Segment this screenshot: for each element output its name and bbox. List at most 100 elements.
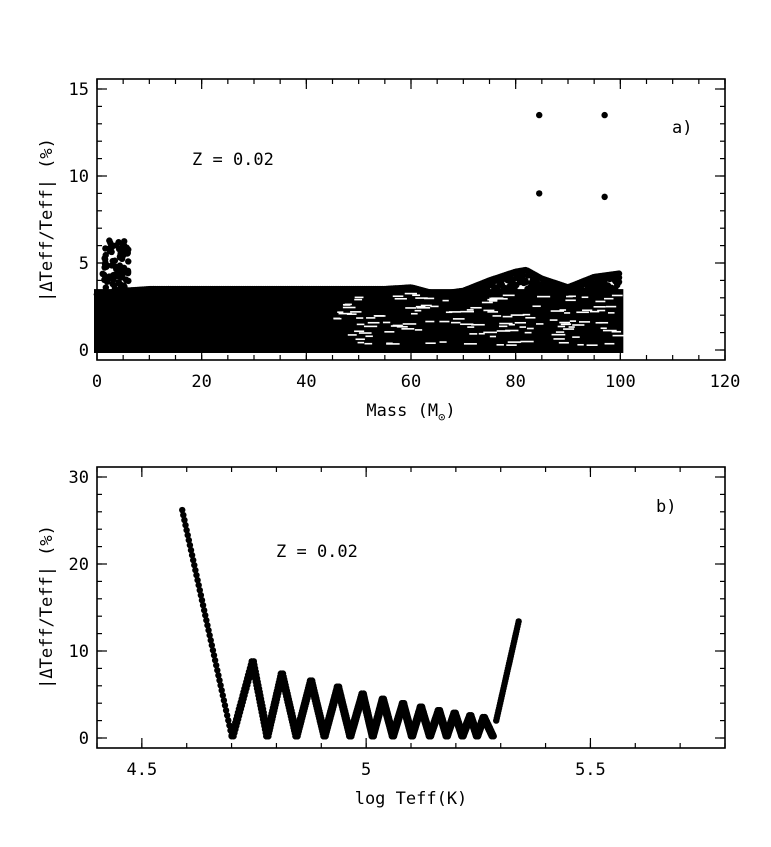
x-tick-label-a: 80: [505, 372, 525, 392]
data-gap: [505, 329, 519, 332]
data-gap: [392, 295, 404, 298]
data-point: [209, 647, 217, 654]
panel-a-ylabel: |ΔTeff/Teff| (%): [37, 138, 57, 302]
data-gap: [510, 314, 525, 316]
data-gap: [452, 318, 465, 320]
data-gap: [559, 309, 567, 311]
data-gap: [338, 312, 352, 315]
y-tick-label-a: 0: [79, 341, 89, 361]
data-gap: [611, 294, 623, 297]
data-gap: [487, 298, 498, 301]
data-gap: [439, 341, 447, 343]
data-point: [189, 556, 197, 564]
data-point: [217, 682, 224, 689]
data-gap: [520, 340, 534, 343]
panel-a-label: a): [672, 118, 692, 138]
data-gap: [508, 323, 515, 326]
outlier-point: [601, 111, 608, 119]
y-tick-label-a: 10: [69, 167, 89, 187]
data-gap: [551, 333, 566, 336]
data-point: [215, 672, 222, 679]
data-point: [124, 269, 132, 277]
data-gap: [401, 328, 415, 330]
data-gap: [550, 310, 565, 312]
data-point: [219, 692, 226, 699]
data-gap: [354, 330, 365, 333]
data-point: [203, 617, 210, 624]
data-gap: [492, 315, 502, 317]
panel-b-annotation: Z = 0.02: [276, 542, 358, 562]
data-point: [181, 516, 188, 524]
data-gap: [483, 331, 497, 334]
data-gap: [394, 297, 407, 300]
panel-a-xlabel: Mass (M⊙): [366, 401, 455, 424]
data-gap: [448, 311, 462, 313]
data-point: [117, 251, 124, 258]
data-gap: [522, 313, 531, 316]
data-point: [210, 652, 218, 659]
data-gap: [604, 342, 615, 345]
data-gap: [466, 309, 474, 311]
data-gap: [560, 323, 571, 326]
data-point: [490, 733, 497, 740]
data-gap: [414, 329, 423, 331]
data-gap: [404, 292, 417, 295]
outlier-point: [601, 193, 608, 201]
data-gap: [519, 326, 526, 328]
data-gap: [498, 325, 508, 328]
data-gap: [460, 310, 474, 313]
data-point: [111, 282, 118, 289]
data-point: [184, 531, 191, 539]
data-gap: [405, 307, 417, 309]
data-gap: [605, 305, 617, 308]
data-point: [205, 627, 212, 634]
data-point: [221, 702, 229, 709]
data-point: [102, 251, 109, 259]
data-gap: [396, 326, 408, 328]
data-gap: [598, 321, 609, 324]
data-gap: [576, 311, 589, 314]
data-gap: [439, 320, 450, 323]
data-gap: [572, 336, 580, 338]
data-point: [187, 546, 195, 554]
data-gap: [469, 333, 478, 335]
x-tick-label-a: 40: [296, 372, 316, 392]
panel-b-data: [179, 506, 522, 740]
data-gap: [333, 317, 342, 320]
data-gap: [364, 342, 373, 345]
data-point: [213, 662, 220, 669]
panel-b: 4.5 5 5.5 0 10 20 30 Z = 0.02 b) log Teff(K) |…: [37, 466, 726, 809]
data-point: [200, 607, 208, 614]
data-gap: [569, 320, 577, 322]
data-gap: [524, 331, 532, 334]
outlier-point: [536, 190, 543, 197]
data-point: [122, 276, 130, 283]
data-point: [218, 687, 225, 694]
panel-a: 0 20 40 60 80 100 120 0 5 10 15 Z = 0.02 a) Mass (…: [37, 78, 740, 424]
data-point: [115, 273, 122, 280]
data-point: [108, 243, 116, 251]
data-gap: [357, 341, 365, 344]
data-gap: [502, 315, 513, 318]
data-gap: [564, 312, 571, 314]
panel-b-xlabel: log Teff(K): [355, 789, 468, 809]
data-point: [115, 239, 122, 246]
data-point: [118, 284, 125, 292]
data-gap: [402, 323, 417, 325]
data-point: [206, 632, 213, 639]
data-gap: [478, 332, 485, 335]
panel-b-ticks: 4.5 5 5.5 0 10 20 30: [69, 467, 726, 780]
data-point: [216, 677, 223, 684]
data-point: [186, 541, 194, 549]
data-gap: [373, 315, 384, 317]
data-gap: [483, 309, 495, 312]
data-gap: [460, 323, 474, 326]
data-gap: [496, 330, 511, 332]
data-gap: [363, 325, 378, 328]
data-gap: [481, 301, 493, 304]
data-gap: [356, 323, 365, 326]
data-gap: [537, 295, 551, 298]
data-point: [99, 270, 106, 278]
data-point: [120, 264, 128, 272]
data-point: [194, 576, 201, 584]
